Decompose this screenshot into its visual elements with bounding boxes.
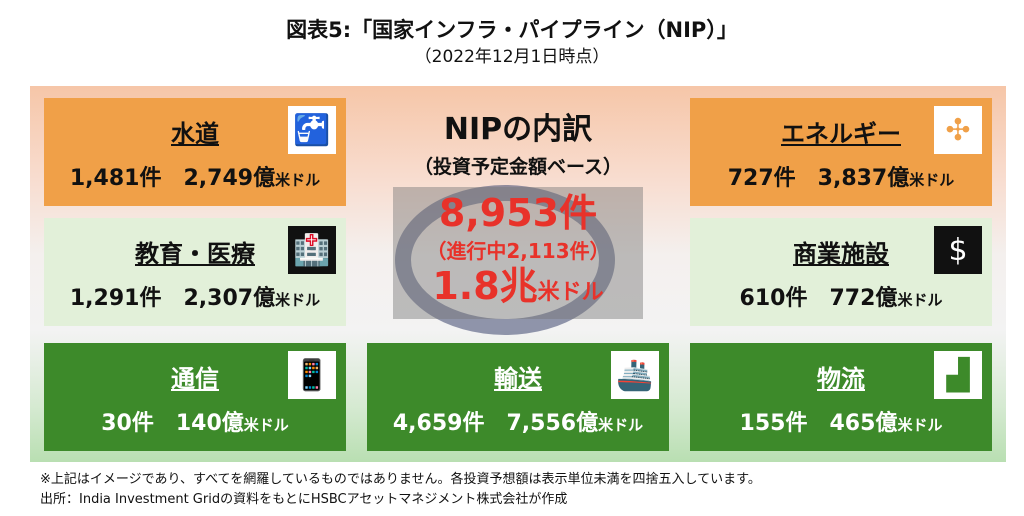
sector-count: 1,481 xyxy=(69,166,140,191)
sector-box: 通信 📱 30件 140億米ドル xyxy=(44,343,346,451)
faucet-icon: 🚰 xyxy=(288,106,336,154)
ongoing-count: （進行中2,113件） xyxy=(426,239,610,263)
amount-suffix: 億 xyxy=(576,411,599,436)
amount-unit: 米ドル xyxy=(909,171,955,189)
sector-box: 教育・医療 🏥 1,291件 2,307億米ドル xyxy=(44,218,346,326)
sector-amount: 772 xyxy=(829,286,876,311)
sector-amount: 3,837 xyxy=(817,166,888,191)
sector-amount: 140 xyxy=(175,411,222,436)
sector-name: 教育・医療 xyxy=(135,240,255,268)
sector-name: 物流 xyxy=(817,365,865,393)
amount-suffix: 億 xyxy=(253,286,276,311)
sector-box: 商業施設 $ 610件 772億米ドル xyxy=(690,218,992,326)
sector-count: 155 xyxy=(739,411,786,436)
sector-amount: 465 xyxy=(829,411,876,436)
sector-box: 水道 🚰 1,481件 2,749億米ドル xyxy=(44,98,346,206)
chart-title: 図表5:「国家インフラ・パイプライン（NIP）」 xyxy=(286,18,738,42)
amount-unit: 米ドル xyxy=(897,416,943,434)
summary-subtitle: （投資予定金額ベース） xyxy=(413,156,623,178)
amount-suffix: 億 xyxy=(875,286,898,311)
sector-count: 610 xyxy=(739,286,786,311)
sector-box: エネルギー ✣ 727件 3,837億米ドル xyxy=(690,98,992,206)
sector-box: 輸送 🚢 4,659件 7,556億米ドル xyxy=(367,343,669,451)
mobile-phone-icon: 📱 xyxy=(288,351,336,399)
nip-summary: NIPの内訳 （投資予定金額ベース） 8,953件 （進行中2,113件） 1.… xyxy=(367,104,669,319)
sector-amount: 2,749 xyxy=(183,166,254,191)
total-amount-unit: 米ドル xyxy=(537,280,604,305)
ship-icon: 🚢 xyxy=(611,351,659,399)
amount-unit: 米ドル xyxy=(598,416,644,434)
footnote: ※上記はイメージであり、すべてを網羅しているものではありません。各投資予想額は表… xyxy=(40,472,761,487)
count-suffix: 件 xyxy=(773,166,796,191)
sector-count: 727 xyxy=(727,166,774,191)
forklift-icon: ▟ xyxy=(934,351,982,399)
amount-suffix: 億 xyxy=(221,411,244,436)
sector-box: 物流 ▟ 155件 465億米ドル xyxy=(690,343,992,451)
sector-amount: 7,556 xyxy=(506,411,577,436)
sector-count: 1,291 xyxy=(69,286,140,311)
sector-name: 輸送 xyxy=(494,365,542,393)
total-count: 8,953件 xyxy=(438,191,598,235)
money-bag-icon: $ xyxy=(934,226,982,274)
hospital-icon: 🏥 xyxy=(288,226,336,274)
sector-count: 30 xyxy=(101,411,132,436)
count-suffix: 件 xyxy=(139,286,162,311)
sector-amount: 2,307 xyxy=(183,286,254,311)
amount-suffix: 億 xyxy=(875,411,898,436)
count-suffix: 件 xyxy=(785,286,808,311)
count-suffix: 件 xyxy=(462,411,485,436)
sector-name: 水道 xyxy=(171,120,219,148)
sector-name: エネルギー xyxy=(781,120,901,148)
amount-unit: 米ドル xyxy=(275,291,321,309)
amount-unit: 米ドル xyxy=(275,171,321,189)
sector-name: 通信 xyxy=(171,365,219,393)
count-suffix: 件 xyxy=(785,411,808,436)
amount-suffix: 億 xyxy=(253,166,276,191)
amount-unit: 米ドル xyxy=(243,416,289,434)
total-amount: 1.8兆 xyxy=(432,264,538,308)
amount-suffix: 億 xyxy=(887,166,910,191)
sector-count: 4,659 xyxy=(392,411,463,436)
amount-unit: 米ドル xyxy=(897,291,943,309)
summary-title: NIPの内訳 xyxy=(443,112,593,147)
count-suffix: 件 xyxy=(139,166,162,191)
count-suffix: 件 xyxy=(131,411,154,436)
sector-name: 商業施設 xyxy=(793,240,889,268)
chart-subtitle: （2022年12月1日時点） xyxy=(414,47,610,67)
source-note: 出所：India Investment Gridの資料をもとにHSBCアセットマ… xyxy=(40,492,568,507)
wind-turbine-icon: ✣ xyxy=(934,106,982,154)
